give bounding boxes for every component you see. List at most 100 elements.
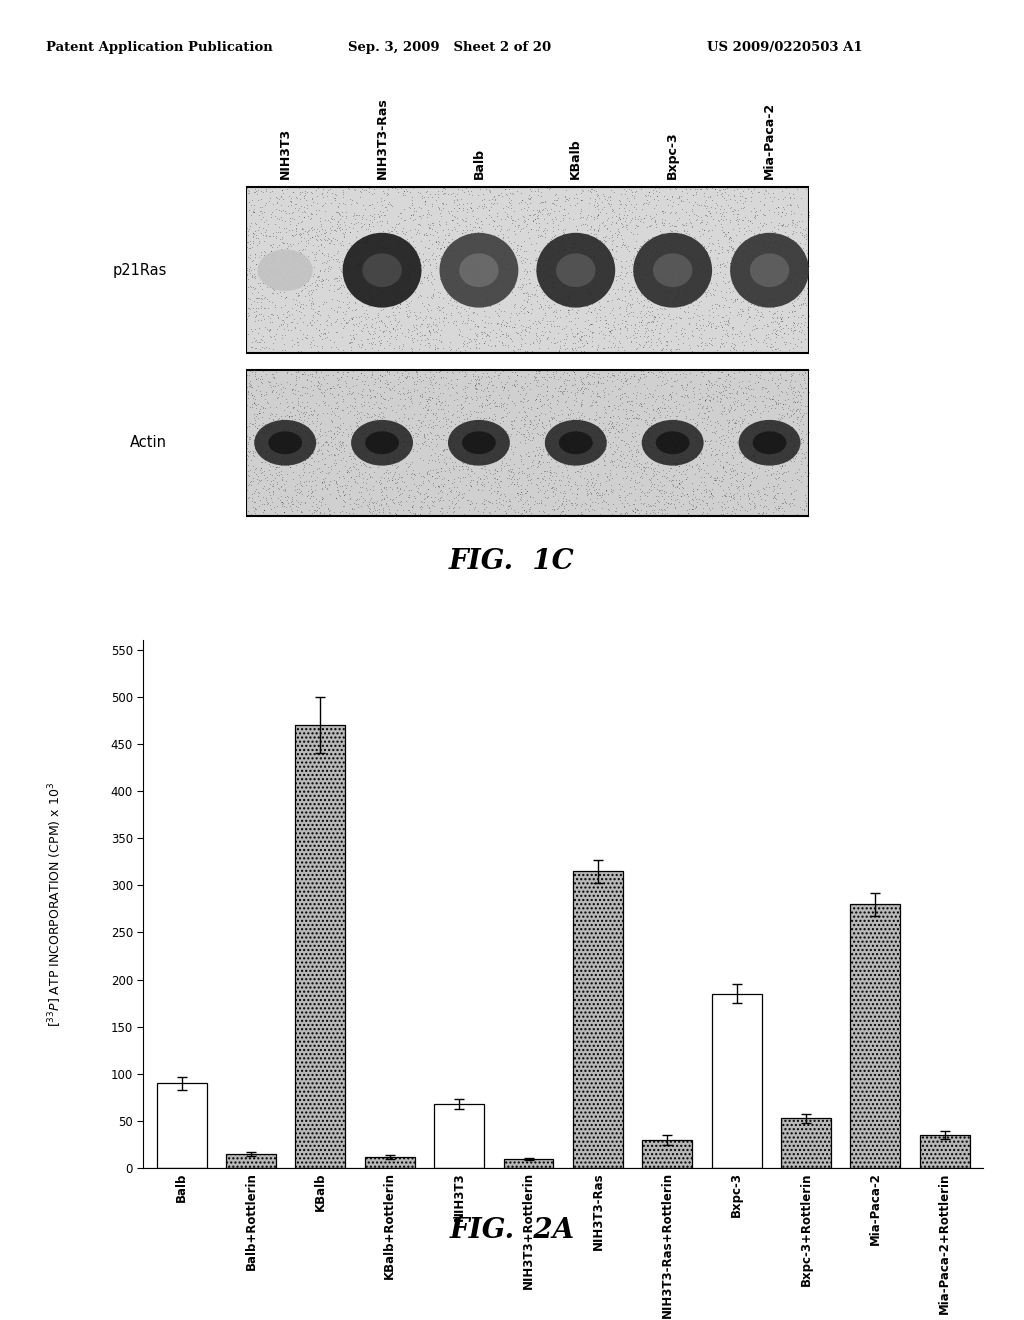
- Point: [692, 213, 709, 234]
- Point: [353, 310, 370, 331]
- Point: [603, 364, 620, 385]
- Point: [386, 450, 402, 471]
- Point: [782, 379, 799, 400]
- Point: [771, 292, 787, 313]
- Point: [346, 449, 362, 470]
- Point: [636, 207, 652, 228]
- Point: [248, 253, 264, 275]
- Point: [352, 286, 369, 308]
- Point: [489, 480, 506, 502]
- Point: [291, 292, 307, 313]
- Point: [364, 285, 380, 306]
- Point: [720, 420, 736, 441]
- Point: [307, 244, 324, 265]
- Point: [288, 214, 304, 235]
- Point: [391, 484, 408, 506]
- Point: [530, 201, 547, 222]
- Point: [561, 263, 578, 284]
- Point: [724, 230, 740, 251]
- Point: [603, 467, 620, 488]
- Point: [691, 488, 708, 510]
- Point: [657, 235, 674, 256]
- Point: [578, 492, 594, 513]
- Point: [743, 462, 760, 483]
- Point: [773, 396, 790, 417]
- Point: [375, 502, 391, 523]
- Point: [720, 239, 736, 260]
- Point: [460, 308, 476, 329]
- Point: [721, 313, 737, 334]
- Point: [306, 334, 323, 355]
- Point: [541, 297, 557, 318]
- Point: [391, 293, 408, 314]
- Point: [665, 484, 681, 506]
- Text: Patent Application Publication: Patent Application Publication: [46, 41, 272, 54]
- Point: [622, 190, 638, 211]
- Point: [644, 363, 660, 384]
- Point: [713, 360, 729, 381]
- Point: [412, 404, 428, 425]
- Point: [240, 276, 256, 297]
- Point: [590, 253, 606, 275]
- Point: [398, 228, 415, 249]
- Point: [590, 416, 606, 437]
- Point: [390, 492, 407, 513]
- Point: [558, 329, 574, 350]
- Point: [507, 293, 523, 314]
- Point: [759, 381, 775, 403]
- Point: [760, 223, 776, 244]
- Point: [515, 416, 531, 437]
- Point: [481, 429, 498, 450]
- Point: [638, 331, 654, 352]
- Point: [612, 296, 629, 317]
- Point: [401, 366, 418, 387]
- Point: [601, 325, 617, 346]
- Point: [335, 193, 351, 214]
- Point: [653, 298, 670, 319]
- Point: [383, 294, 399, 315]
- Point: [526, 417, 543, 438]
- Point: [369, 290, 385, 312]
- Point: [654, 313, 671, 334]
- Point: [281, 279, 297, 300]
- Point: [485, 404, 502, 425]
- Point: [435, 440, 452, 461]
- Point: [445, 437, 462, 458]
- Point: [615, 495, 632, 516]
- Point: [629, 288, 645, 309]
- Point: [573, 224, 590, 246]
- Point: [722, 226, 738, 247]
- Point: [622, 293, 638, 314]
- Point: [291, 409, 307, 430]
- Point: [376, 312, 392, 333]
- Point: [578, 214, 594, 235]
- Point: [749, 445, 765, 466]
- Point: [655, 214, 672, 235]
- Point: [513, 334, 529, 355]
- Point: [458, 252, 474, 273]
- Point: [766, 222, 782, 243]
- Point: [568, 240, 585, 261]
- Point: [600, 499, 616, 520]
- Point: [773, 412, 790, 433]
- Point: [276, 269, 293, 290]
- Point: [578, 461, 594, 482]
- Point: [631, 370, 647, 391]
- Point: [331, 376, 347, 397]
- Point: [729, 253, 745, 275]
- Point: [540, 202, 556, 223]
- Point: [286, 412, 302, 433]
- Point: [515, 387, 531, 408]
- Point: [571, 269, 588, 290]
- Point: [381, 305, 397, 326]
- Point: [517, 426, 534, 447]
- Point: [421, 380, 437, 401]
- Point: [728, 384, 744, 405]
- Point: [436, 391, 453, 412]
- Point: [525, 205, 542, 226]
- Point: [281, 492, 297, 513]
- Point: [367, 261, 383, 282]
- Point: [388, 234, 404, 255]
- Point: [353, 305, 370, 326]
- Point: [398, 264, 415, 285]
